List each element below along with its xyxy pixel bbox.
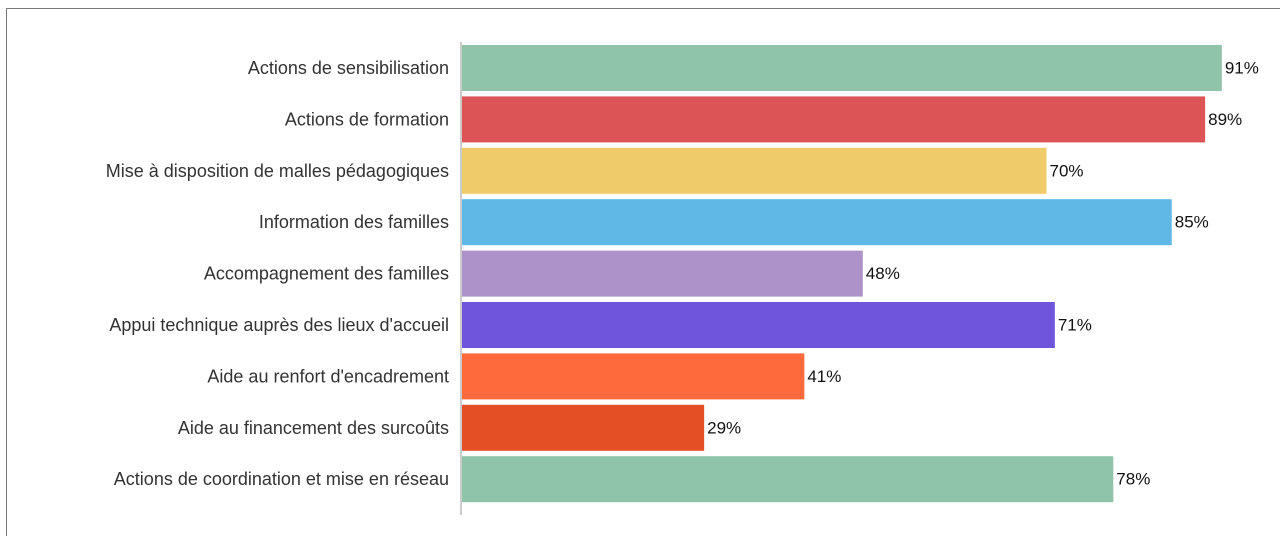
category-label-9: Actions de coordination et mise en résea…	[114, 469, 449, 489]
bars	[462, 45, 1222, 503]
category-label-2: Actions de formation	[285, 109, 449, 129]
bar-6	[462, 302, 1055, 348]
category-label-5: Accompagnement des familles	[204, 264, 449, 284]
category-label-6: Appui technique auprès des lieux d'accue…	[109, 315, 449, 335]
value-label-1: 91%	[1225, 59, 1259, 78]
bar-2	[462, 96, 1206, 143]
value-label-3: 70%	[1050, 161, 1084, 180]
value-label-8: 29%	[707, 418, 741, 437]
bar-9	[462, 456, 1114, 503]
bar-3	[462, 147, 1047, 194]
category-label-3: Mise à disposition de malles pédagogique…	[106, 161, 449, 181]
category-label-7: Aide au renfort d'encadrement	[207, 366, 449, 386]
bar-1	[462, 45, 1222, 91]
bar-5	[462, 250, 863, 297]
bar-7	[462, 353, 805, 400]
category-label-8: Aide au financement des surcoûts	[178, 418, 449, 438]
category-label-1: Actions de sensibilisation	[248, 58, 449, 78]
value-label-9: 78%	[1116, 470, 1150, 489]
value-label-6: 71%	[1058, 316, 1092, 335]
value-labels: 91% 89% 70% 85% 48% 71% 41% 29% 78%	[707, 59, 1259, 489]
category-labels: Actions de sensibilisation Actions de for…	[106, 58, 449, 489]
value-label-5: 48%	[866, 264, 900, 283]
category-label-4: Information des familles	[259, 212, 449, 232]
value-label-4: 85%	[1175, 213, 1209, 232]
value-label-7: 41%	[807, 367, 841, 386]
bar-4	[462, 199, 1172, 246]
value-label-2: 89%	[1208, 110, 1242, 129]
bar-8	[462, 404, 705, 451]
